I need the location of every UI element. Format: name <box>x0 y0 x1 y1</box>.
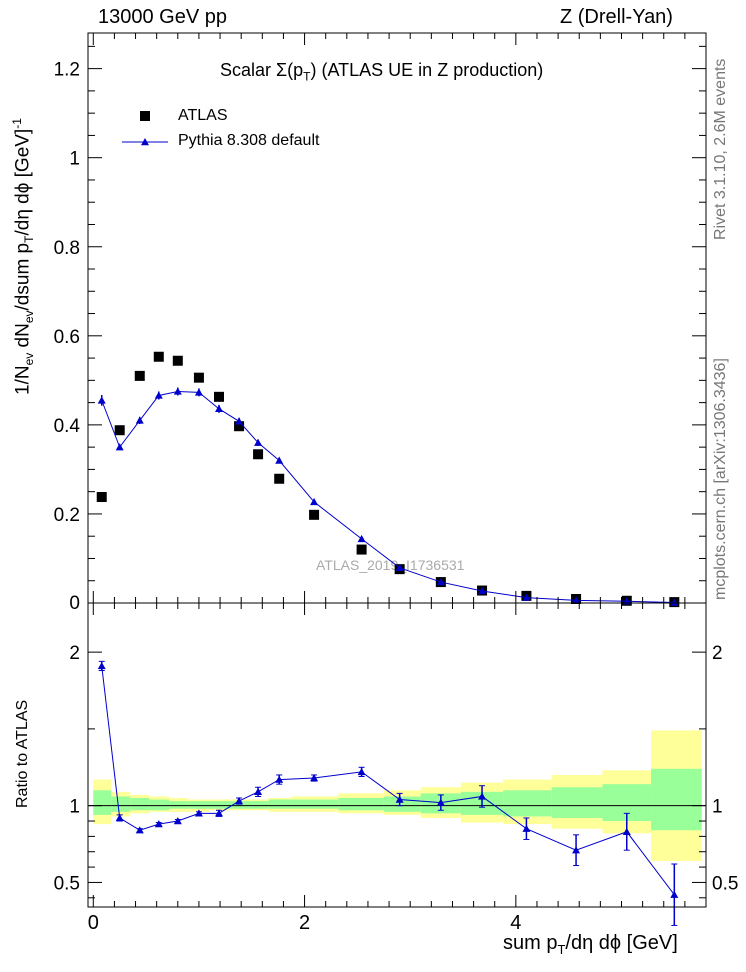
ratio-plot-frame <box>87 602 707 908</box>
y-tick-label-main: 0.8 <box>54 238 80 259</box>
ratio-band-inner <box>230 801 250 809</box>
atlas-data-point <box>134 370 145 381</box>
atlas-data-point <box>234 421 245 432</box>
x-axis-label: sum pT/dη dϕ [GeV] <box>503 932 678 957</box>
header-left: 13000 GeV pp <box>98 6 227 28</box>
ratio-band-inner <box>93 790 112 815</box>
ratio-data-point <box>135 826 144 834</box>
atlas-data-point <box>193 372 204 383</box>
pythia-data-point <box>357 534 366 543</box>
x-tick-label: 4 <box>510 912 521 934</box>
legend-atlas-marker <box>140 111 150 121</box>
ratio-data-point <box>214 809 223 817</box>
ratio-uncertainty-bands <box>93 730 702 861</box>
ratio-data-point <box>572 846 581 854</box>
ratio-band-inner <box>551 787 603 818</box>
pythia-data-point <box>254 438 263 446</box>
atlas-data-point <box>356 544 367 555</box>
pythia-data-point <box>214 404 223 413</box>
pythia-data-point <box>436 578 445 586</box>
ratio-band-inner <box>651 768 702 831</box>
atlas-data-point <box>153 351 164 362</box>
main-plot-frame <box>87 32 707 604</box>
pythia-data-point <box>310 497 319 506</box>
ratio-data-point <box>235 797 244 805</box>
atlas-data-point <box>274 473 285 484</box>
y-tick-label-main-zero: 0 <box>69 593 80 614</box>
pythia-data-point <box>522 593 531 601</box>
y-tick-label-ratio: 1 <box>69 797 80 818</box>
y-tick-label-main: 1.2 <box>54 60 80 81</box>
y-tick-label-main: 1 <box>69 149 80 170</box>
ratio-data-point <box>97 661 106 670</box>
ratio-data-point <box>395 795 404 803</box>
ratio-band-inner <box>249 801 269 809</box>
atlas-data-point <box>172 355 183 366</box>
y-tick-label-ratio-right: 2 <box>712 643 723 664</box>
ratio-band-inner <box>188 801 210 809</box>
pythia-data-point <box>235 417 244 425</box>
legend-pythia-marker <box>141 138 149 146</box>
pythia-line <box>101 390 675 604</box>
pythia-data-point <box>478 586 487 595</box>
y-tick-label-ratio: 2 <box>69 643 80 664</box>
legend-label-pythia: Pythia 8.308 default <box>178 132 320 149</box>
pythia-data-point <box>173 387 182 395</box>
plot-title: Scalar Σ(pT) (ATLAS UE in Z production) <box>220 60 544 84</box>
atlas-data-point <box>114 425 125 436</box>
y-tick-label-main: 0.6 <box>54 327 80 348</box>
pythia-data-point <box>135 416 144 424</box>
ratio-data-point <box>194 809 203 817</box>
ratio-band-inner <box>149 799 170 811</box>
pythia-data-point <box>670 598 679 606</box>
ratio-band-inner <box>291 799 339 809</box>
ratio-data-point <box>522 824 531 832</box>
ratio-band-inner <box>130 797 150 811</box>
pythia-data-point <box>572 596 581 604</box>
pythia-data-point <box>194 388 203 396</box>
atlas-data-point <box>309 509 320 520</box>
ratio-data-point <box>254 787 263 796</box>
ratio-band-inner <box>111 796 131 812</box>
ratio-data-point <box>478 792 487 800</box>
ratio-band-inner <box>169 801 189 809</box>
ratio-data-point <box>670 890 679 898</box>
ratio-data-point <box>310 774 319 782</box>
ratio-data-point <box>436 798 445 806</box>
ratio-band-inner <box>338 797 384 811</box>
header-right: Z (Drell-Yan) <box>560 6 673 28</box>
y-tick-label-ratio: 0.5 <box>54 873 80 894</box>
legend-label-atlas: ATLAS <box>178 107 228 124</box>
y-tick-label-main: 0.2 <box>54 505 80 526</box>
ratio-data-point <box>154 820 163 828</box>
ratio-band-inner <box>209 801 231 809</box>
x-tick-label: 2 <box>299 912 310 934</box>
pythia-data-point <box>395 563 404 572</box>
y-tick-label-main: 0.4 <box>54 416 81 437</box>
pythia-data-point <box>97 396 106 404</box>
ratio-data-point <box>173 817 182 825</box>
x-tick-label: 0 <box>88 912 99 934</box>
ratio-band-inner <box>503 790 552 817</box>
ratio-band-inner <box>268 799 292 809</box>
y-tick-label-ratio-right: 1 <box>712 797 723 818</box>
ratio-data-point <box>357 767 366 776</box>
ratio-band-inner <box>383 796 421 812</box>
atlas-data-point <box>96 492 107 503</box>
atlas-data-point <box>253 449 264 460</box>
pythia-data-point <box>115 443 124 451</box>
pythia-data-point <box>275 456 284 464</box>
ratio-data-point <box>275 775 284 783</box>
atlas-data-point <box>213 391 224 402</box>
ratio-data-point <box>115 813 124 822</box>
analysis-watermark: ATLAS_2019_I1736531 <box>316 557 465 573</box>
pythia-data-point <box>154 391 163 399</box>
y-tick-label-ratio-right: 0.5 <box>712 873 738 894</box>
ratio-data-point <box>622 827 631 835</box>
